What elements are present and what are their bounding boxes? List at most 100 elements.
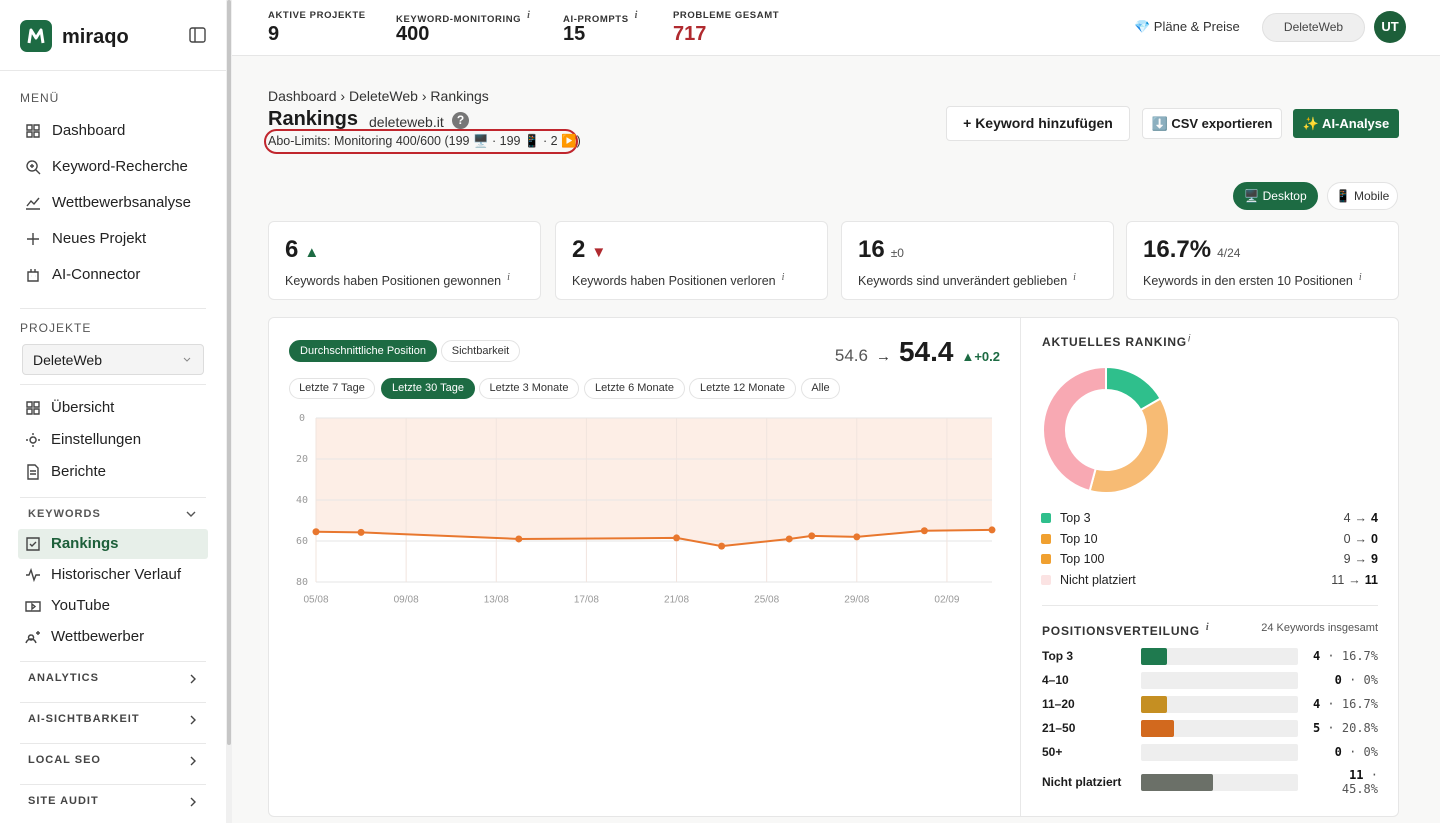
stat-label: AKTIVE PROJEKTE [268,10,366,21]
nav-item[interactable]: Wettbewerbsanalyse [52,194,191,211]
dist-track [1141,720,1298,737]
nav-icon [25,631,40,644]
legend-now: 0 [1371,531,1378,546]
info-icon: i [507,272,510,283]
page-title: Rankings [268,108,359,130]
collapse-button[interactable] [189,27,207,43]
add-keyword-button[interactable]: + Keyword hinzufügen [946,106,1130,141]
point [673,534,681,542]
icon-shape [27,464,39,480]
ai-button[interactable]: ✨ AI-Analyse [1293,109,1399,138]
nav-item[interactable]: YouTube [51,597,110,614]
nav-item[interactable]: Neues Projekt [52,230,147,247]
dist-track [1141,648,1298,665]
point [312,528,320,536]
legend-values: 0 → 0 [1344,532,1378,546]
icon-shape [25,631,40,644]
y-tick-label: 60 [296,536,308,547]
range-tab[interactable]: Alle [801,378,840,399]
mobile-toggle[interactable]: 📱 Mobile [1327,182,1398,210]
legend-swatch [1041,554,1051,564]
donut-slice [1088,397,1170,494]
crumb[interactable]: Dashboard [268,88,337,104]
legend-arrow: → [1348,572,1361,587]
point [785,535,793,543]
x-tick-label: 21/08 [664,595,689,606]
summary-arrow: → [875,348,891,365]
nav-icon [26,401,40,415]
range-tab[interactable]: Letzte 30 Tage [381,378,475,399]
breadcrumb: Dashboard › DeleteWeb › Rankings [268,88,489,104]
icon-shape [27,269,39,282]
section-toggle[interactable]: LOCAL SEO [28,754,101,766]
range-tab[interactable]: Letzte 6 Monate [584,378,685,399]
point [515,535,523,543]
nav-item[interactable]: Berichte [51,463,107,480]
dist-pct: 20.8% [1341,721,1378,735]
stat-label-text: AI-PROMPTS [563,14,629,26]
icon-shape [190,797,196,807]
range-tab[interactable]: Letzte 12 Monate [689,378,796,399]
crumb: Rankings [430,88,489,104]
dist-sep: · [1349,745,1357,759]
metric-tab[interactable]: Durchschnittliche Position [289,340,437,362]
kpi-label: Keywords haben Positionen verloren i [572,272,784,288]
scroll-thumb [227,0,231,745]
section-toggle[interactable]: AI-SICHTBARKEIT [28,713,140,725]
legend-now: 4 [1371,511,1378,525]
divider [1042,605,1378,606]
dist-value: 5 · 20.8% [1306,721,1378,735]
nav-item[interactable]: Historischer Verlauf [51,566,182,583]
kpi-card: 16.7% 4/24 Keywords in den ersten 10 Posit… [1126,221,1399,300]
nav-item[interactable]: Einstellungen [51,431,142,448]
dist-pct: 0% [1363,745,1378,759]
help-icon[interactable]: ? [452,112,469,129]
nav-icon [27,269,39,282]
sidebar: miraqo MENÜ Dashboard Keyword-Recherche We… [0,0,227,823]
limits: Abo-Limits: Monitoring 400/600 (199 🖥️ ·… [268,134,581,148]
chart-title: AKTUELLES RANKING [1042,335,1187,349]
legend-label: Top 10 [1060,531,1098,546]
legend-now: 11 [1364,572,1378,587]
section-toggle[interactable]: SITE AUDIT [28,795,99,807]
crumb[interactable]: DeleteWeb [348,88,418,104]
section-toggle[interactable]: ANALYTICS [28,672,99,684]
kpi-label-text: Keywords haben Positionen gewonnen [285,274,502,289]
icon-shape [26,567,40,583]
icon-shape [26,537,40,551]
desktop-toggle[interactable]: 🖥️ Desktop [1233,182,1318,210]
nav-item[interactable]: Keyword-Recherche [52,158,188,175]
dist-title-text: POSITIONSVERTEILUNG [1042,624,1200,638]
dist-pct: 45.8% [1341,782,1378,796]
metric-tab[interactable]: Sichtbarkeit [441,340,520,362]
kpi-card: 2 ▼ Keywords haben Positionen verloren i [555,221,828,300]
point [988,526,996,534]
nav-item[interactable]: Dashboard [52,122,126,139]
range-tab[interactable]: Letzte 3 Monate [479,378,579,399]
project-pill[interactable]: DeleteWeb [1262,13,1365,42]
nav-icon [190,715,196,725]
nav-item[interactable]: AI-Connector [52,266,141,283]
project-select[interactable]: DeleteWeb [22,344,204,375]
dist-value: 4 · 16.7% [1306,649,1378,663]
nav-icon [25,601,41,612]
range-tab[interactable]: Letzte 7 Tage [289,378,375,399]
x-tick-label: 09/08 [394,595,419,606]
crumb-sep: › [421,88,427,104]
nav-item[interactable]: Rankings [51,535,119,552]
kpi-note: ▲ [304,244,320,261]
stat-label-text: KEYWORD-MONITORING [396,14,522,26]
nav-item[interactable]: Wettbewerber [51,628,145,645]
icon-shape [190,674,196,684]
legend-label: Top 3 [1060,511,1091,525]
icon-shape [26,401,40,415]
nav-item[interactable]: Übersicht [51,399,115,416]
avatar[interactable]: UT [1374,11,1406,43]
csv-button[interactable]: ⬇️ CSV exportieren [1142,108,1282,139]
kpi-value: 6 [285,236,299,263]
dist-count: 4 [1312,697,1321,711]
divider [0,70,226,71]
plans-link[interactable]: 💎 Pläne & Preise [1134,19,1240,34]
summary-change: ▲+0.2 [961,349,1000,364]
dist-pct: 0% [1363,673,1378,687]
